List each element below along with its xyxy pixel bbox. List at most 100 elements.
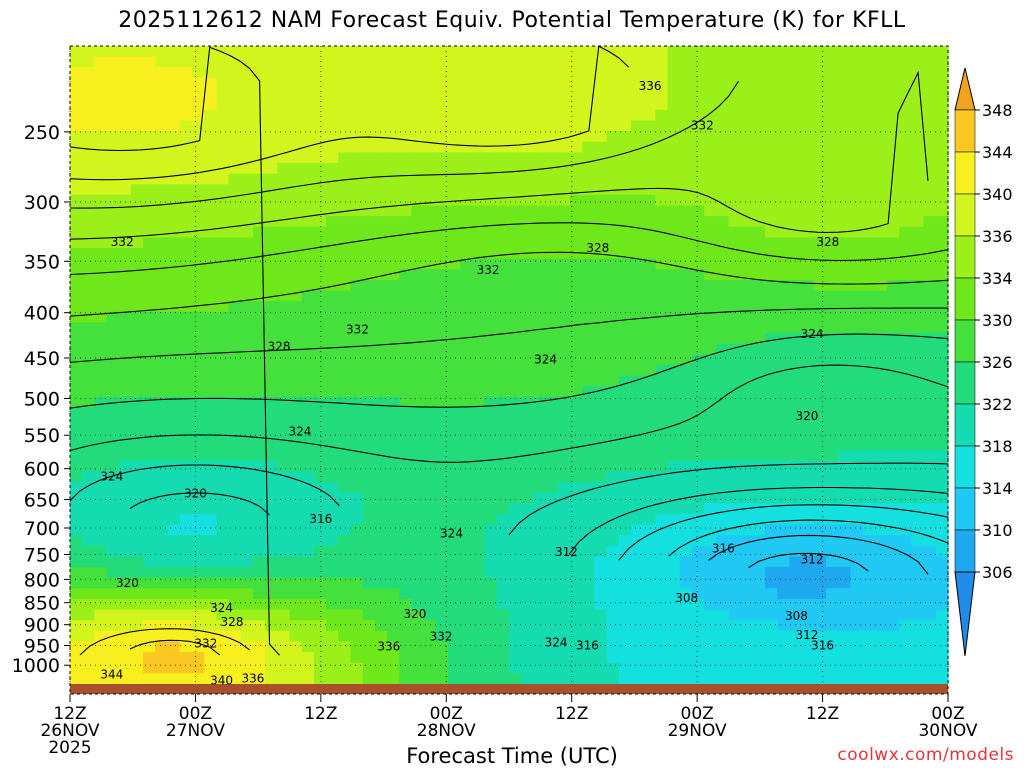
field-cell: [167, 609, 181, 621]
field-cell: [887, 577, 900, 589]
field-cell: [387, 77, 400, 90]
field-cell: [70, 131, 83, 143]
field-cell: [728, 418, 742, 430]
field-cell: [740, 248, 754, 260]
field-cell: [496, 652, 510, 664]
field-cell: [216, 109, 230, 122]
field-cell: [655, 588, 669, 600]
field-cell: [362, 194, 376, 207]
field-cell: [167, 120, 181, 132]
field-cell: [655, 120, 669, 132]
field-cell: [838, 428, 852, 441]
field-cell: [216, 375, 230, 387]
field-cell: [338, 503, 352, 515]
field-cell: [521, 620, 534, 632]
field-cell: [118, 56, 132, 68]
field-cell: [143, 556, 156, 568]
field-cell: [338, 120, 352, 132]
field-cell: [118, 503, 132, 515]
field-cell: [374, 141, 388, 153]
field-cell: [423, 311, 437, 324]
field-cell: [228, 439, 242, 451]
field-cell: [423, 46, 437, 58]
field-cell: [801, 407, 815, 419]
field-cell: [630, 56, 644, 68]
field-cell: [569, 673, 583, 685]
field-cell: [301, 311, 315, 324]
field-cell: [423, 258, 437, 270]
field-cell: [826, 343, 839, 355]
field-cell: [228, 652, 242, 664]
field-cell: [387, 67, 400, 79]
field-cell: [70, 492, 83, 504]
field-cell: [167, 46, 181, 58]
field-cell: [130, 418, 144, 430]
field-cell: [350, 481, 364, 494]
field-cell: [923, 237, 937, 249]
field-cell: [362, 301, 376, 313]
field-cell: [179, 620, 193, 632]
field-cell: [594, 652, 608, 664]
field-cell: [667, 237, 681, 249]
field-cell: [862, 652, 876, 664]
field-cell: [423, 109, 437, 122]
field-cell: [191, 609, 205, 621]
field-cell: [374, 673, 388, 685]
field-cell: [191, 88, 205, 100]
field-cell: [655, 460, 669, 472]
field-cell: [521, 567, 534, 579]
field-cell: [509, 290, 522, 302]
field-cell: [618, 301, 632, 313]
field-cell: [191, 109, 205, 122]
field-cell: [338, 46, 352, 58]
field-cell: [82, 311, 95, 324]
field-cell: [143, 471, 156, 483]
field-cell: [118, 386, 132, 398]
field-cell: [728, 588, 742, 600]
field-cell: [460, 88, 474, 100]
field-cell: [716, 152, 730, 164]
field-cell: [801, 418, 815, 430]
field-cell: [679, 481, 693, 494]
field-cell: [521, 386, 534, 398]
field-cell: [179, 141, 193, 153]
field-cell: [679, 162, 693, 175]
field-cell: [143, 609, 156, 621]
field-cell: [801, 205, 815, 217]
field-cell: [533, 216, 547, 228]
field-cell: [448, 237, 461, 249]
field-cell: [606, 428, 620, 441]
field-cell: [155, 56, 169, 68]
field-cell: [82, 471, 95, 483]
field-cell: [899, 503, 913, 515]
field-cell: [789, 120, 803, 132]
field-cell: [740, 194, 754, 207]
field-cell: [326, 577, 339, 589]
field-cell: [850, 46, 864, 58]
field-cell: [460, 567, 474, 579]
field-cell: [448, 513, 461, 526]
field-cell: [167, 301, 181, 313]
field-cell: [326, 173, 339, 185]
field-cell: [899, 226, 913, 238]
field-cell: [765, 120, 778, 132]
field-cell: [874, 226, 888, 238]
field-cell: [350, 226, 364, 238]
field-cell: [752, 279, 766, 292]
field-cell: [301, 609, 315, 621]
field-cell: [313, 652, 327, 664]
field-cell: [362, 56, 376, 68]
field-cell: [813, 386, 827, 398]
field-cell: [228, 162, 242, 175]
field-cell: [191, 354, 205, 366]
x-tick-label: 12Z: [53, 704, 86, 724]
field-cell: [765, 641, 778, 653]
field-cell: [594, 641, 608, 653]
field-cell: [70, 184, 83, 196]
field-cell: [801, 99, 815, 111]
field-cell: [728, 322, 742, 334]
field-cell: [338, 620, 352, 632]
field-cell: [313, 524, 327, 536]
field-cell: [777, 386, 791, 398]
x-tick-label: 28NOV: [417, 721, 476, 741]
